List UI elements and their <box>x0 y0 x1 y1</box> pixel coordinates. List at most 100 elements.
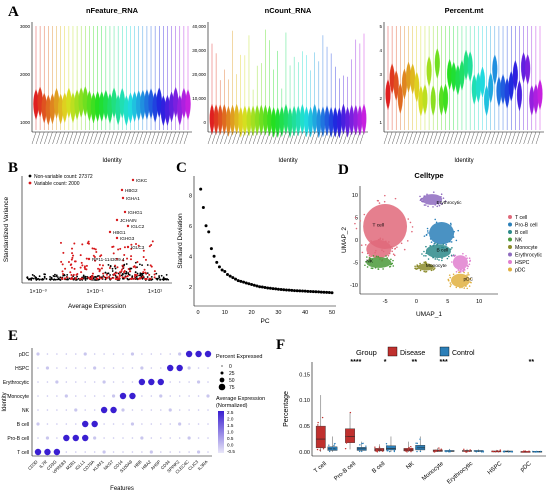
variable-point <box>70 258 73 261</box>
data-point <box>433 450 435 453</box>
violin-shape <box>221 103 227 135</box>
expression-dot <box>112 353 115 355</box>
data-point <box>333 443 336 445</box>
umap-point <box>354 222 356 225</box>
data-point <box>365 445 367 447</box>
expression-dot <box>188 395 190 397</box>
gene-label: HBG2 <box>125 188 138 193</box>
variable-point <box>61 270 64 273</box>
x-tick-label <box>72 131 78 145</box>
expression-dot <box>141 409 143 411</box>
x-tick-label <box>167 131 172 145</box>
violin-shape <box>434 48 440 80</box>
expression-dot <box>159 451 162 453</box>
gene-label: IGHG3 <box>120 236 135 241</box>
nonvariable-point <box>146 276 149 278</box>
pc-point <box>223 270 227 273</box>
color-legend-label: 1.0 <box>227 430 234 435</box>
umap-point <box>378 202 381 204</box>
expression-dot <box>185 350 193 358</box>
nonvariable-point <box>126 277 129 280</box>
umap-point <box>466 287 469 290</box>
y-tick-label: -5 <box>353 261 358 267</box>
expression-dot <box>46 409 49 411</box>
x-axis-label: PC <box>260 318 269 325</box>
data-point <box>386 445 388 447</box>
x-tick-label <box>163 131 168 145</box>
expression-dot <box>197 367 200 369</box>
pc-point <box>274 287 278 291</box>
x-tick-label <box>171 131 176 145</box>
variable-point <box>133 277 136 280</box>
color-legend-label: 2.0 <box>227 417 234 422</box>
color-legend-label: 0.0 <box>227 443 234 448</box>
y-tick-label: 4 <box>189 254 192 260</box>
variable-point <box>130 243 133 246</box>
expression-dot <box>207 423 209 425</box>
umap-point <box>407 218 410 220</box>
violin-shape <box>172 86 179 118</box>
umap-point <box>425 245 427 248</box>
umap-point <box>465 255 467 257</box>
variable-point <box>91 272 94 275</box>
x-tick-label <box>56 131 61 145</box>
data-point <box>526 451 529 453</box>
expression-dot <box>204 350 212 358</box>
data-point <box>335 447 337 450</box>
expression-dot <box>84 381 87 383</box>
data-point <box>492 450 495 453</box>
expression-dot <box>37 381 39 383</box>
variable-point <box>134 273 137 276</box>
umap-point <box>452 273 455 276</box>
variable-point <box>79 277 82 280</box>
pc-point <box>260 285 264 289</box>
expression-dot <box>197 395 200 397</box>
panel-e-dotplot: Identity Features pDC HSPC Erythrocytic Monoc… <box>2 348 265 492</box>
umap-cluster <box>429 222 455 245</box>
data-point <box>331 448 334 450</box>
violin-shape <box>66 87 72 119</box>
umap-point <box>429 238 432 240</box>
variable-point <box>111 245 114 248</box>
x-tick-label <box>76 131 82 145</box>
violin-shape <box>488 72 494 104</box>
variable-point <box>86 242 89 245</box>
significance-label: ** <box>529 359 535 366</box>
expression-dot <box>178 451 181 453</box>
x-tick-label <box>138 131 144 145</box>
nonvariable-point <box>37 277 40 280</box>
violin-shape <box>405 61 412 93</box>
violin-shape <box>426 56 432 87</box>
violin-shape <box>271 107 277 139</box>
gene-label: IGLC2 <box>131 224 145 229</box>
umap-cluster <box>366 257 392 268</box>
umap-point <box>451 254 454 257</box>
expression-dot <box>74 381 77 383</box>
x-tick-label <box>310 131 315 145</box>
expression-dot <box>46 395 49 397</box>
pc-point <box>317 290 321 294</box>
nonvariable-point <box>138 263 141 266</box>
x-tick-label <box>40 131 45 145</box>
variable-point <box>141 275 144 278</box>
expression-dot <box>37 367 39 369</box>
umap-point <box>433 268 435 271</box>
x-tick-label: 10 <box>476 299 482 305</box>
variable-point <box>153 276 156 279</box>
box <box>386 445 396 451</box>
legend-label: Non-variable count: 27372 <box>34 174 93 180</box>
expression-dot <box>112 451 115 453</box>
x-tick-label <box>257 131 262 145</box>
data-point <box>444 450 446 452</box>
nonvariable-point <box>124 272 127 275</box>
data-point <box>533 451 536 453</box>
violin-shape <box>209 103 215 135</box>
variable-point <box>121 196 125 200</box>
x-tick-label <box>433 131 438 145</box>
umap-point <box>424 261 427 263</box>
violin-shape <box>357 105 363 137</box>
variable-point <box>123 210 127 214</box>
data-point <box>463 448 465 450</box>
size-legend-dot <box>221 365 223 367</box>
nonvariable-point <box>27 278 30 281</box>
